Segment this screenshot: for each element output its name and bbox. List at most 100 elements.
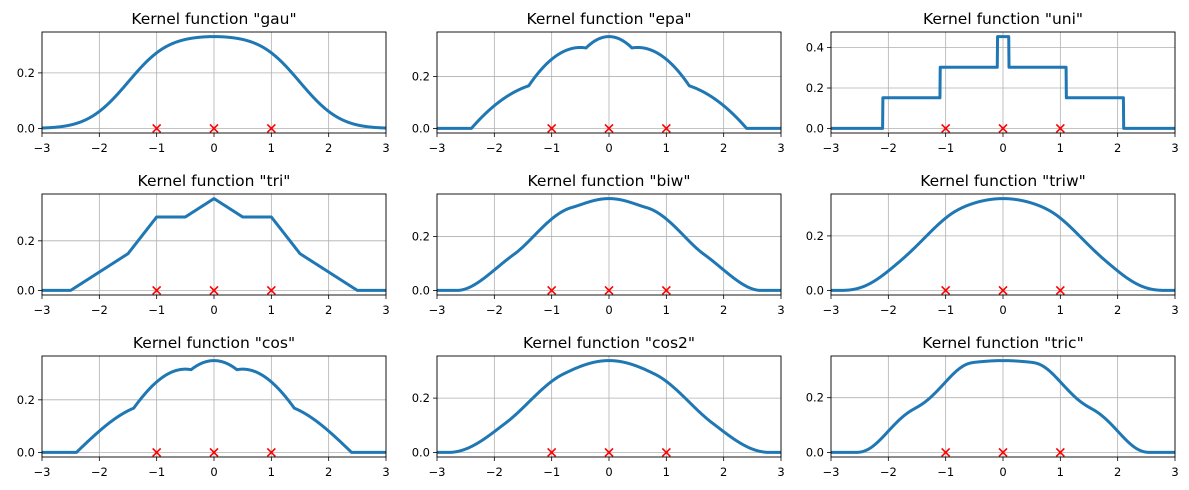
axes-frame: [436, 31, 782, 134]
x-tick-label: −2: [486, 303, 503, 317]
kde-curve-cos: [40, 359, 388, 454]
x-tick-label: −1: [937, 465, 954, 479]
data-point-marker: [266, 285, 276, 295]
x-tick-label: 3: [1171, 465, 1178, 479]
x-tick-label: −3: [823, 303, 840, 317]
data-point-marker: [209, 285, 219, 295]
x-tick-label: −3: [34, 303, 51, 317]
x-tick-label: −3: [429, 303, 446, 317]
subplot-title: Kernel function "biw": [528, 172, 691, 190]
y-tick-label: 0.4: [806, 41, 824, 55]
x-tick-label: 0: [605, 465, 612, 479]
x-tick-label: 2: [720, 303, 727, 317]
subplot-gau: −3 −2 −1 0 1 2 3 0.0 0.2 Kernel function "gau": [17, 10, 390, 155]
x-tick-label: −1: [148, 465, 165, 479]
axes-frame: [830, 355, 1176, 458]
subplot-title: Kernel function "epa": [527, 10, 692, 28]
x-tick-label: −3: [823, 465, 840, 479]
subplot-epa: −3 −2 −1 0 1 2 3 0.0 0.2 Kernel function "epa": [412, 10, 785, 155]
data-point-marker: [998, 285, 1008, 295]
data-point-marker: [661, 447, 671, 457]
kde-curve-epa: [435, 35, 783, 130]
axes-frame: [41, 193, 387, 296]
kde-curve-tri: [40, 197, 388, 292]
data-point-marker: [941, 123, 951, 133]
x-tick-label: −2: [486, 465, 503, 479]
x-tick-label: 1: [663, 465, 670, 479]
data-point-marker: [604, 123, 614, 133]
axes-frame: [830, 31, 1176, 134]
data-point-marker: [941, 285, 951, 295]
kde-curve-biw: [435, 197, 783, 292]
x-tick-label: 3: [382, 141, 389, 155]
axes-frame: [41, 355, 387, 458]
y-tick-label: 0.0: [806, 121, 824, 135]
data-point-marker: [209, 447, 219, 457]
data-point-marker: [661, 123, 671, 133]
y-tick-label: 0.0: [806, 283, 824, 297]
x-tick-label: 0: [210, 141, 217, 155]
x-tick-label: 0: [605, 141, 612, 155]
data-point-marker: [152, 447, 162, 457]
kde-curve-tric: [829, 359, 1177, 454]
y-tick-label: 0.2: [412, 391, 430, 405]
y-tick-label: 0.0: [17, 121, 35, 135]
y-tick-label: 0.2: [17, 393, 35, 407]
x-tick-label: 1: [1057, 303, 1064, 317]
subplot-title: Kernel function "tric": [922, 334, 1083, 352]
x-tick-label: −1: [937, 141, 954, 155]
y-tick-label: 0.0: [412, 445, 430, 459]
data-point-marker: [209, 123, 219, 133]
x-tick-label: 1: [1057, 465, 1064, 479]
x-tick-label: 0: [210, 465, 217, 479]
x-tick-label: −2: [91, 465, 108, 479]
x-tick-label: 0: [999, 303, 1006, 317]
x-tick-label: 1: [663, 303, 670, 317]
subplot-title: Kernel function "cos": [133, 334, 295, 352]
x-tick-label: 2: [325, 141, 332, 155]
subplot-tric: −3 −2 −1 0 1 2 3 0.0 0.2 Kernel function "tric": [806, 334, 1179, 479]
data-point-marker: [604, 285, 614, 295]
x-tick-label: 3: [1171, 303, 1178, 317]
y-tick-label: 0.0: [806, 445, 824, 459]
y-tick-label: 0.2: [806, 229, 824, 243]
x-tick-label: −3: [429, 141, 446, 155]
x-tick-label: −2: [880, 465, 897, 479]
x-tick-label: −2: [880, 303, 897, 317]
y-tick-label: 0.0: [412, 121, 430, 135]
x-tick-label: 0: [605, 303, 612, 317]
data-point-marker: [547, 447, 557, 457]
subplot-title: Kernel function "gau": [131, 10, 296, 28]
data-point-marker: [998, 447, 1008, 457]
x-tick-label: −3: [34, 141, 51, 155]
y-tick-label: 0.2: [806, 391, 824, 405]
x-tick-label: 3: [382, 465, 389, 479]
data-point-marker: [152, 123, 162, 133]
x-tick-label: 3: [777, 141, 784, 155]
x-tick-label: −3: [34, 465, 51, 479]
data-point-marker: [998, 123, 1008, 133]
data-point-marker: [152, 285, 162, 295]
x-tick-label: 2: [720, 465, 727, 479]
data-point-marker: [661, 285, 671, 295]
axes-frame: [41, 31, 387, 134]
subplot-triw: −3 −2 −1 0 1 2 3 0.0 0.2 Kernel function "triw": [806, 172, 1179, 317]
x-tick-label: −2: [91, 141, 108, 155]
x-tick-label: −1: [148, 141, 165, 155]
x-tick-label: 2: [1114, 303, 1121, 317]
x-tick-label: −3: [823, 141, 840, 155]
axes-frame: [830, 193, 1176, 296]
data-point-marker: [547, 123, 557, 133]
subplot-uni: −3 −2 −1 0 1 2 3 0.0 0.2 0.4 Kernel function "uni": [806, 10, 1179, 155]
x-tick-label: 1: [268, 303, 275, 317]
y-tick-label: 0.2: [412, 69, 430, 83]
data-point-marker: [941, 447, 951, 457]
kde-curve-uni: [829, 35, 1177, 130]
y-tick-label: 0.0: [17, 445, 35, 459]
subplot-title: Kernel function "triw": [920, 172, 1086, 190]
x-tick-label: −1: [543, 141, 560, 155]
kde-curve-cos2: [435, 359, 783, 454]
x-tick-label: −2: [486, 141, 503, 155]
x-tick-label: 3: [1171, 141, 1178, 155]
